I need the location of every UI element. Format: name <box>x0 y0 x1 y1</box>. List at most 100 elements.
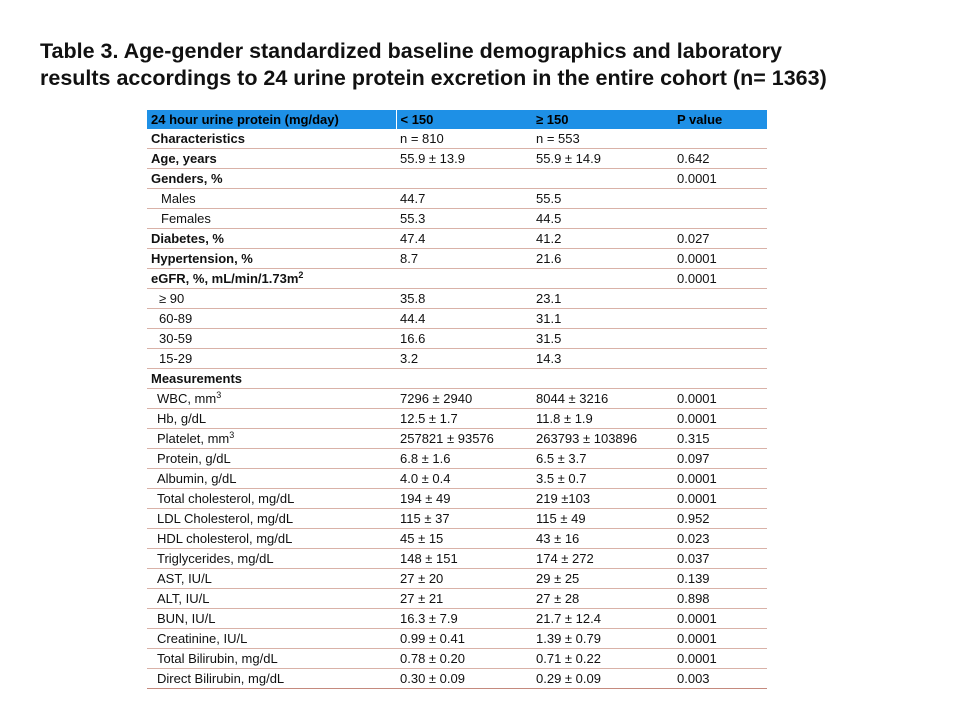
table-row: Age, years 55.9 ± 13.9 55.9 ± 14.9 0.642 <box>147 149 767 169</box>
cell-under-150: 148 ± 151 <box>400 551 458 566</box>
cell-under-150: 44.7 <box>400 191 426 206</box>
header-over-150: ≥ 150 <box>532 110 673 129</box>
cell-over-150: 3.5 ± 0.7 <box>536 471 587 486</box>
header-characteristic: 24 hour urine protein (mg/day) <box>147 110 397 129</box>
table-body: Characteristics n = 810 n = 553 Age, years 5… <box>147 129 767 689</box>
cell-over-150 <box>532 269 673 289</box>
table-row: 60-89 44.4 31.1 <box>147 309 767 329</box>
table-row: WBC, mm3 7296 ± 2940 8044 ± 3216 0.0001 <box>147 389 767 409</box>
table-row: AST, IU/L 27 ± 20 29 ± 25 0.139 <box>147 569 767 589</box>
row-label: Genders, % <box>147 169 396 189</box>
table-row: Genders, % 0.0001 <box>147 169 767 189</box>
row-label: Males <box>147 189 396 209</box>
cell-p-value: 0.0001 <box>677 491 717 506</box>
cell-over-150: 29 ± 25 <box>536 571 580 586</box>
cell-p-value <box>673 349 767 369</box>
cell-over-150: 27 ± 28 <box>536 591 580 606</box>
cell-under-150: 35.8 <box>400 291 426 306</box>
row-label-text: Hb, g/dL <box>157 411 207 426</box>
row-label: Characteristics <box>147 129 396 149</box>
table-row: Platelet, mm3 257821 ± 93576 263793 ± 1038… <box>147 429 767 449</box>
cell-p-value: 0.898 <box>677 591 710 606</box>
cell-p-value: 0.0001 <box>677 411 717 426</box>
row-label: eGFR, %, mL/min/1.73m2 <box>147 269 396 289</box>
row-label-text: Total Bilirubin, mg/dL <box>157 651 278 666</box>
cell-under-150: 27 ± 21 <box>400 591 444 606</box>
row-label-text: Platelet, mm <box>157 431 230 446</box>
cell-under-150: 55.9 ± 13.9 <box>400 151 465 166</box>
cell-over-150: 0.71 ± 0.22 <box>536 651 601 666</box>
cell-over-150 <box>532 369 673 389</box>
cell-over-150: 11.8 ± 1.9 <box>536 411 593 426</box>
table-row: ALT, IU/L 27 ± 21 27 ± 28 0.898 <box>147 589 767 609</box>
cell-p-value <box>673 329 767 349</box>
row-label: Platelet, mm3 <box>147 429 396 449</box>
table-row: Measurements <box>147 369 767 389</box>
cell-under-150: 44.4 <box>400 311 426 326</box>
cell-p-value: 0.027 <box>677 231 710 246</box>
row-label-text: Albumin, g/dL <box>157 471 237 486</box>
cell-under-150 <box>396 269 532 289</box>
row-label-text: Total cholesterol, mg/dL <box>157 491 295 506</box>
cell-p-value <box>673 189 767 209</box>
row-label-text: Hypertension, % <box>151 251 253 266</box>
row-label: WBC, mm3 <box>147 389 396 409</box>
cell-p-value: 0.0001 <box>677 391 717 406</box>
row-label-superscript: 3 <box>216 390 222 400</box>
row-label-text: WBC, mm <box>157 391 217 406</box>
cell-over-150: 23.1 <box>536 291 562 306</box>
row-label: LDL Cholesterol, mg/dL <box>147 509 396 529</box>
cell-over-150: 8044 ± 3216 <box>536 391 609 406</box>
row-label-text: AST, IU/L <box>157 571 212 586</box>
cell-over-150 <box>532 169 673 189</box>
cell-over-150: 115 ± 49 <box>536 511 586 526</box>
title-line-1: Table 3. Age-gender standardized baselin… <box>40 39 782 63</box>
cell-p-value: 0.139 <box>677 571 710 586</box>
table-row: Females 55.3 44.5 <box>147 209 767 229</box>
cell-under-150: 45 ± 15 <box>400 531 444 546</box>
cell-p-value <box>673 209 767 229</box>
row-label: Creatinine, IU/L <box>147 629 396 649</box>
table-row: Creatinine, IU/L 0.99 ± 0.41 1.39 ± 0.79 0.… <box>147 629 767 649</box>
cell-over-150: 263793 ± 103896 <box>536 431 638 446</box>
row-label: 15-29 <box>147 349 396 369</box>
row-label-text: Triglycerides, mg/dL <box>157 551 274 566</box>
row-label-text: BUN, IU/L <box>157 611 216 626</box>
cell-p-value: 0.642 <box>677 151 710 166</box>
row-label-superscript: 2 <box>298 270 304 280</box>
cell-under-150: 0.78 ± 0.20 <box>400 651 465 666</box>
cell-p-value: 0.037 <box>677 551 710 566</box>
row-label: Direct Bilirubin, mg/dL <box>147 669 396 689</box>
row-label-text: HDL cholesterol, mg/dL <box>157 531 293 546</box>
table-row: ≥ 90 35.8 23.1 <box>147 289 767 309</box>
row-label: AST, IU/L <box>147 569 396 589</box>
row-label: ALT, IU/L <box>147 589 396 609</box>
cell-p-value: 0.315 <box>677 431 710 446</box>
cell-p-value <box>673 289 767 309</box>
row-label-text: Measurements <box>151 371 243 386</box>
row-label: Diabetes, % <box>147 229 396 249</box>
cell-under-150 <box>396 369 532 389</box>
cell-over-150: 0.29 ± 0.09 <box>536 671 601 686</box>
cell-p-value: 0.0001 <box>677 171 717 186</box>
cell-over-150: 31.1 <box>536 311 562 326</box>
row-label-text: ALT, IU/L <box>157 591 210 606</box>
cell-p-value: 0.003 <box>677 671 710 686</box>
table-row: Protein, g/dL 6.8 ± 1.6 6.5 ± 3.7 0.097 <box>147 449 767 469</box>
header-p-value: P value <box>673 110 767 129</box>
row-label: 30-59 <box>147 329 396 349</box>
row-label-text: Characteristics <box>151 131 245 146</box>
row-label: Triglycerides, mg/dL <box>147 549 396 569</box>
table-row: Characteristics n = 810 n = 553 <box>147 129 767 149</box>
cell-p-value: 0.0001 <box>677 471 717 486</box>
cell-over-150: 174 ± 272 <box>536 551 594 566</box>
cell-p-value: 0.023 <box>677 531 710 546</box>
cell-over-150: 14.3 <box>536 351 562 366</box>
table-row: eGFR, %, mL/min/1.73m2 0.0001 <box>147 269 767 289</box>
cell-under-150: 0.30 ± 0.09 <box>400 671 465 686</box>
table-row: Total Bilirubin, mg/dL 0.78 ± 0.20 0.71 ± … <box>147 649 767 669</box>
cell-over-150: n = 553 <box>536 131 580 146</box>
cell-under-150: 27 ± 20 <box>400 571 444 586</box>
row-label-superscript: 3 <box>229 430 235 440</box>
row-label-text: Age, years <box>151 151 217 166</box>
